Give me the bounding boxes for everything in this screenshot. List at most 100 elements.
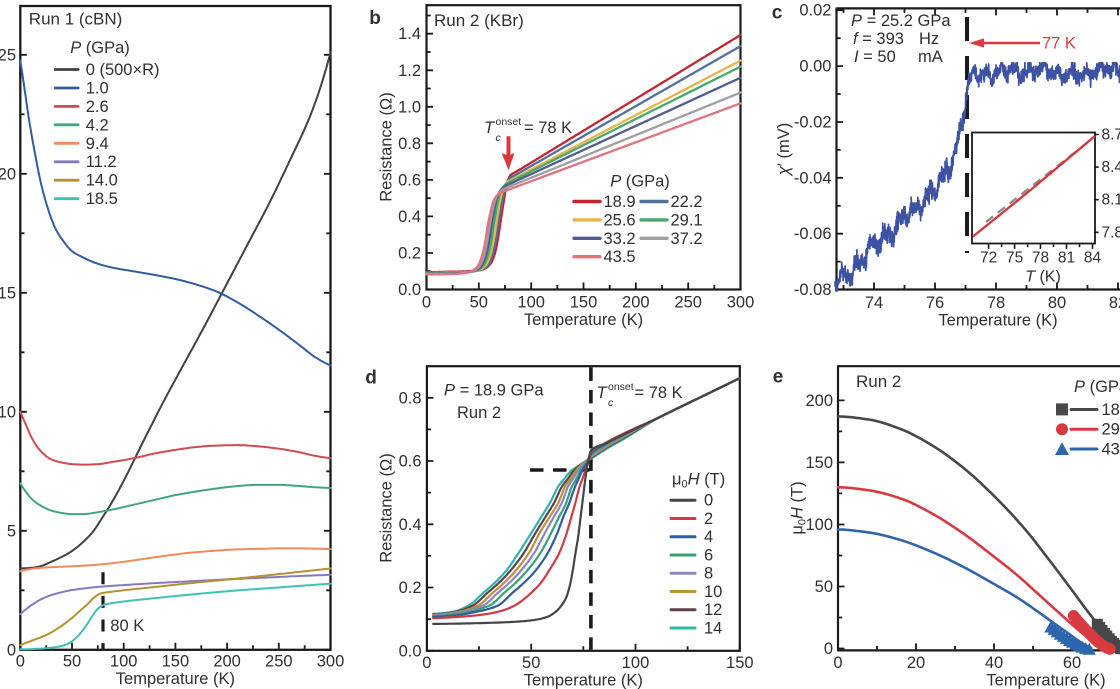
svg-text:18.9: 18.9 <box>1102 401 1120 419</box>
svg-text:0 (500×R): 0 (500×R) <box>86 61 160 79</box>
svg-text:75: 75 <box>1006 250 1023 267</box>
svg-text:Run 2: Run 2 <box>856 372 901 391</box>
svg-text:0: 0 <box>16 653 25 671</box>
svg-text:72: 72 <box>980 250 997 267</box>
svg-text:8.7: 8.7 <box>1102 127 1120 144</box>
svg-text:60: 60 <box>1063 654 1081 672</box>
svg-text:8.4: 8.4 <box>1102 159 1120 176</box>
svg-text:= 78 K: = 78 K <box>524 119 572 137</box>
svg-text:10: 10 <box>0 403 16 421</box>
svg-text:84: 84 <box>1084 250 1102 267</box>
svg-text:200: 200 <box>213 653 241 671</box>
svg-text:onset: onset <box>496 116 522 128</box>
svg-text:I = 50: I = 50 <box>854 48 896 66</box>
svg-text:43.5: 43.5 <box>1102 441 1120 459</box>
svg-text:μ0H (T): μ0H (T) <box>672 471 725 491</box>
svg-text:0.00: 0.00 <box>799 58 831 76</box>
svg-text:P (GPa): P (GPa) <box>70 39 130 57</box>
svg-text:4: 4 <box>704 528 713 546</box>
svg-text:mA: mA <box>918 48 943 66</box>
svg-text:37.2: 37.2 <box>671 230 703 248</box>
svg-text:9.4: 9.4 <box>86 135 109 153</box>
svg-text:0.6: 0.6 <box>398 171 421 189</box>
svg-text:8.1: 8.1 <box>1102 192 1120 209</box>
svg-text:P (GPa): P (GPa) <box>610 173 670 191</box>
svg-text:T: T <box>597 384 609 402</box>
svg-text:0.0: 0.0 <box>399 642 422 660</box>
svg-text:Run 1 (cBN): Run 1 (cBN) <box>29 10 123 29</box>
svg-text:Temperature (K): Temperature (K) <box>938 312 1057 330</box>
svg-text:Temperature (K): Temperature (K) <box>524 311 643 329</box>
svg-text:7.8: 7.8 <box>1102 224 1120 241</box>
svg-text:0.4: 0.4 <box>398 208 421 226</box>
svg-text:Temperature (K): Temperature (K) <box>524 672 643 689</box>
svg-text:Temperature (K): Temperature (K) <box>116 670 235 688</box>
svg-text:Run 2: Run 2 <box>457 404 501 422</box>
svg-text:300: 300 <box>727 294 755 312</box>
svg-text:77 K: 77 K <box>1042 35 1076 53</box>
svg-text:4.2: 4.2 <box>86 116 109 134</box>
svg-text:18.5: 18.5 <box>86 190 118 208</box>
svg-text:P = 25.2 GPa: P = 25.2 GPa <box>851 12 951 30</box>
svg-text:20: 20 <box>0 165 16 183</box>
svg-text:29.1: 29.1 <box>1102 421 1120 439</box>
svg-text:33.2: 33.2 <box>604 230 636 248</box>
svg-text:200: 200 <box>805 392 833 410</box>
svg-text:50: 50 <box>815 578 833 596</box>
svg-text:0.8: 0.8 <box>398 135 421 153</box>
svg-text:0.2: 0.2 <box>398 245 421 263</box>
svg-text:1.0: 1.0 <box>86 80 109 98</box>
svg-text:d: d <box>365 368 377 389</box>
svg-text:c: c <box>772 3 783 24</box>
svg-text:150: 150 <box>162 653 190 671</box>
svg-text:150: 150 <box>805 454 833 472</box>
svg-text:Run 2 (KBr): Run 2 (KBr) <box>434 11 524 30</box>
svg-text:Resistance (Ω): Resistance (Ω) <box>378 453 396 563</box>
svg-text:50: 50 <box>63 653 81 671</box>
svg-text:43.5: 43.5 <box>604 248 636 266</box>
svg-text:25: 25 <box>0 46 16 64</box>
svg-text:80 K: 80 K <box>110 617 144 635</box>
svg-text:50: 50 <box>470 294 488 312</box>
svg-text:0.8: 0.8 <box>399 389 422 407</box>
svg-text:300: 300 <box>317 653 345 671</box>
svg-text:χ′ (mV): χ′ (mV) <box>775 123 793 177</box>
svg-text:18.9: 18.9 <box>604 193 636 211</box>
svg-text:0.6: 0.6 <box>399 453 422 471</box>
svg-text:78: 78 <box>1032 250 1049 267</box>
svg-text:b: b <box>369 8 381 29</box>
svg-text:8: 8 <box>704 565 713 583</box>
svg-text:50: 50 <box>522 654 540 672</box>
svg-text:0: 0 <box>824 640 833 658</box>
svg-text:22.2: 22.2 <box>671 193 703 211</box>
svg-text:1.4: 1.4 <box>398 25 421 43</box>
svg-text:81: 81 <box>1058 250 1075 267</box>
svg-text:-0.06: -0.06 <box>794 225 832 243</box>
svg-text:0.2: 0.2 <box>399 579 422 597</box>
svg-text:250: 250 <box>265 653 293 671</box>
svg-text:-0.08: -0.08 <box>794 281 832 299</box>
svg-text:250: 250 <box>674 294 702 312</box>
svg-text:0.02: 0.02 <box>799 2 831 20</box>
svg-text:-0.04: -0.04 <box>794 169 832 187</box>
svg-text:14: 14 <box>704 620 722 638</box>
svg-text:= 78 K: = 78 K <box>635 384 683 402</box>
svg-text:100: 100 <box>805 516 833 534</box>
svg-text:-0.02: -0.02 <box>794 114 832 132</box>
svg-text:5: 5 <box>7 522 16 540</box>
svg-text:c: c <box>496 132 502 144</box>
svg-text:2: 2 <box>704 510 713 528</box>
svg-text:0: 0 <box>422 294 431 312</box>
svg-text:0.4: 0.4 <box>399 516 422 534</box>
svg-text:1.2: 1.2 <box>398 62 421 80</box>
svg-text:e: e <box>773 367 784 388</box>
svg-text:10: 10 <box>704 583 722 601</box>
svg-text:1.0: 1.0 <box>398 98 421 116</box>
svg-text:2.6: 2.6 <box>86 98 109 116</box>
svg-text:T: T <box>484 119 496 137</box>
svg-text:15: 15 <box>0 284 16 302</box>
svg-text:20: 20 <box>907 654 925 672</box>
svg-text:78: 78 <box>987 294 1005 312</box>
svg-text:0.0: 0.0 <box>398 281 421 299</box>
svg-text:P (GPa): P (GPa) <box>1074 378 1120 396</box>
